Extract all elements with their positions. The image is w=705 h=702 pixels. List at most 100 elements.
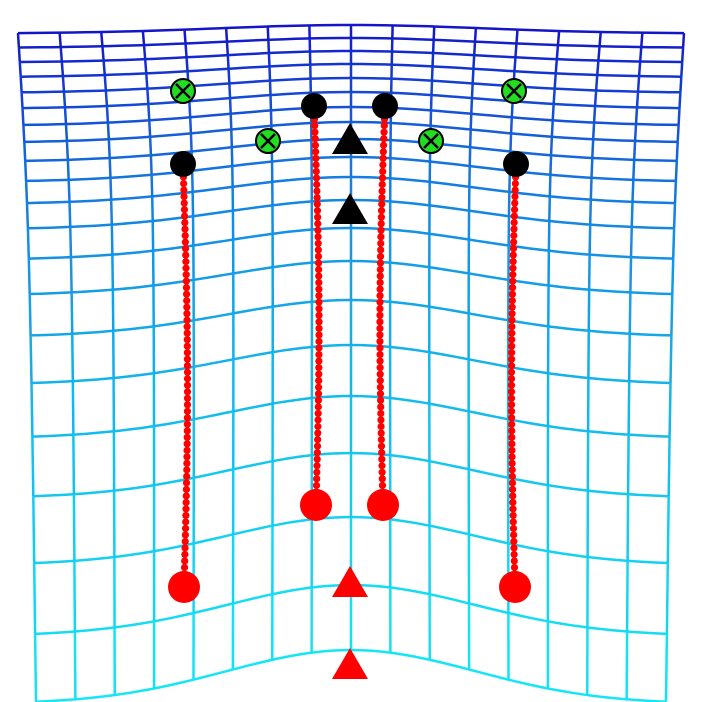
- trail-dot: [180, 179, 188, 188]
- trail-dot: [315, 344, 323, 352]
- trail-dot: [508, 342, 516, 350]
- grid-column: [597, 46, 601, 61]
- trail-dot: [379, 167, 387, 176]
- grid-column: [472, 55, 476, 69]
- trail-dot: [183, 362, 192, 370]
- grid-column: [225, 41, 230, 56]
- grid-column: [673, 180, 678, 204]
- grid-column: [675, 141, 679, 161]
- trail-dot: [376, 383, 384, 391]
- grid-column: [106, 122, 111, 140]
- grid-column: [268, 66, 272, 81]
- grid-column: [672, 203, 677, 229]
- trail-dot: [181, 544, 189, 552]
- trail-dot: [508, 297, 516, 305]
- trail-dot: [313, 200, 321, 208]
- trail-dot: [508, 427, 516, 435]
- grid-column: [185, 57, 189, 72]
- trail-dot: [315, 272, 323, 280]
- grid-column: [590, 157, 594, 178]
- grid-column: [141, 30, 146, 46]
- grid-column: [470, 83, 474, 99]
- trail-dot: [376, 337, 384, 346]
- trail-dot: [509, 258, 517, 266]
- trail-dot: [314, 435, 322, 444]
- grid-column: [24, 180, 29, 204]
- grid-column: [148, 120, 152, 137]
- trail-dot: [507, 381, 516, 389]
- trail-dot: [183, 336, 191, 344]
- grid-column: [678, 92, 682, 109]
- grid-column: [430, 66, 434, 81]
- grid-column: [68, 201, 72, 227]
- grid-column: [509, 133, 513, 152]
- trail-dot: [377, 213, 385, 221]
- grid-column: [549, 136, 554, 156]
- trail-dot: [183, 355, 192, 363]
- grid-column: [32, 496, 36, 564]
- grid-column: [674, 160, 679, 181]
- trail-dot: [183, 459, 191, 467]
- trail-dot: [376, 305, 384, 313]
- trail-dot: [509, 498, 517, 506]
- trail-dot: [510, 231, 518, 240]
- grid-column: [629, 226, 633, 258]
- grid-column: [589, 177, 593, 200]
- trail-dot: [509, 277, 517, 285]
- grid-column: [592, 105, 597, 123]
- grid-column: [470, 98, 474, 114]
- grid-column: [552, 88, 556, 105]
- trail-dot: [311, 141, 320, 149]
- trail-dot: [315, 298, 323, 306]
- trail-dot: [183, 440, 191, 448]
- trail-dot: [315, 364, 323, 372]
- trail-dot: [314, 416, 322, 424]
- grid-column: [468, 129, 472, 148]
- grid-column: [665, 563, 670, 634]
- trail-dot: [182, 290, 191, 298]
- grid-column: [109, 177, 113, 200]
- trail-dot: [377, 403, 385, 411]
- grid-column: [676, 124, 680, 142]
- end-point: [170, 151, 196, 177]
- trail-dot: [509, 511, 517, 520]
- trail-dot: [510, 563, 519, 572]
- trail-dot: [377, 429, 385, 437]
- trail-dot: [182, 505, 190, 513]
- trail-dot: [183, 381, 192, 389]
- grid-column: [147, 103, 151, 121]
- trail-dot: [376, 324, 384, 332]
- trail-dot: [183, 394, 192, 402]
- trail-dot: [507, 414, 516, 422]
- grid-column: [634, 107, 639, 125]
- grid-column: [588, 224, 592, 255]
- trail-dot: [509, 492, 517, 500]
- end-point: [301, 93, 327, 119]
- grid-column: [551, 103, 555, 121]
- grid-column: [102, 60, 106, 76]
- trail-dot: [376, 344, 384, 352]
- trail-dot: [376, 318, 384, 326]
- trail-dot: [376, 377, 384, 385]
- trail-dot: [181, 212, 189, 220]
- grid-column: [65, 140, 70, 160]
- trail-dot: [510, 537, 518, 546]
- grid-column: [472, 41, 477, 56]
- grid-column: [266, 26, 270, 40]
- trail-dot: [314, 239, 322, 247]
- grid-column: [555, 44, 560, 60]
- trail-dot: [182, 284, 191, 292]
- trail-dot: [510, 218, 518, 227]
- grid-column: [189, 133, 193, 152]
- grid-column: [28, 293, 32, 336]
- trail-dot: [183, 323, 191, 331]
- grid-column: [626, 494, 630, 561]
- grid-column: [188, 117, 193, 134]
- trail-dot: [181, 225, 189, 233]
- grid-column: [150, 174, 154, 197]
- grid-column: [30, 382, 34, 437]
- trail-dot: [377, 409, 385, 418]
- trail-dot: [507, 401, 516, 409]
- grid-column: [72, 494, 76, 561]
- trail-dot: [376, 311, 384, 319]
